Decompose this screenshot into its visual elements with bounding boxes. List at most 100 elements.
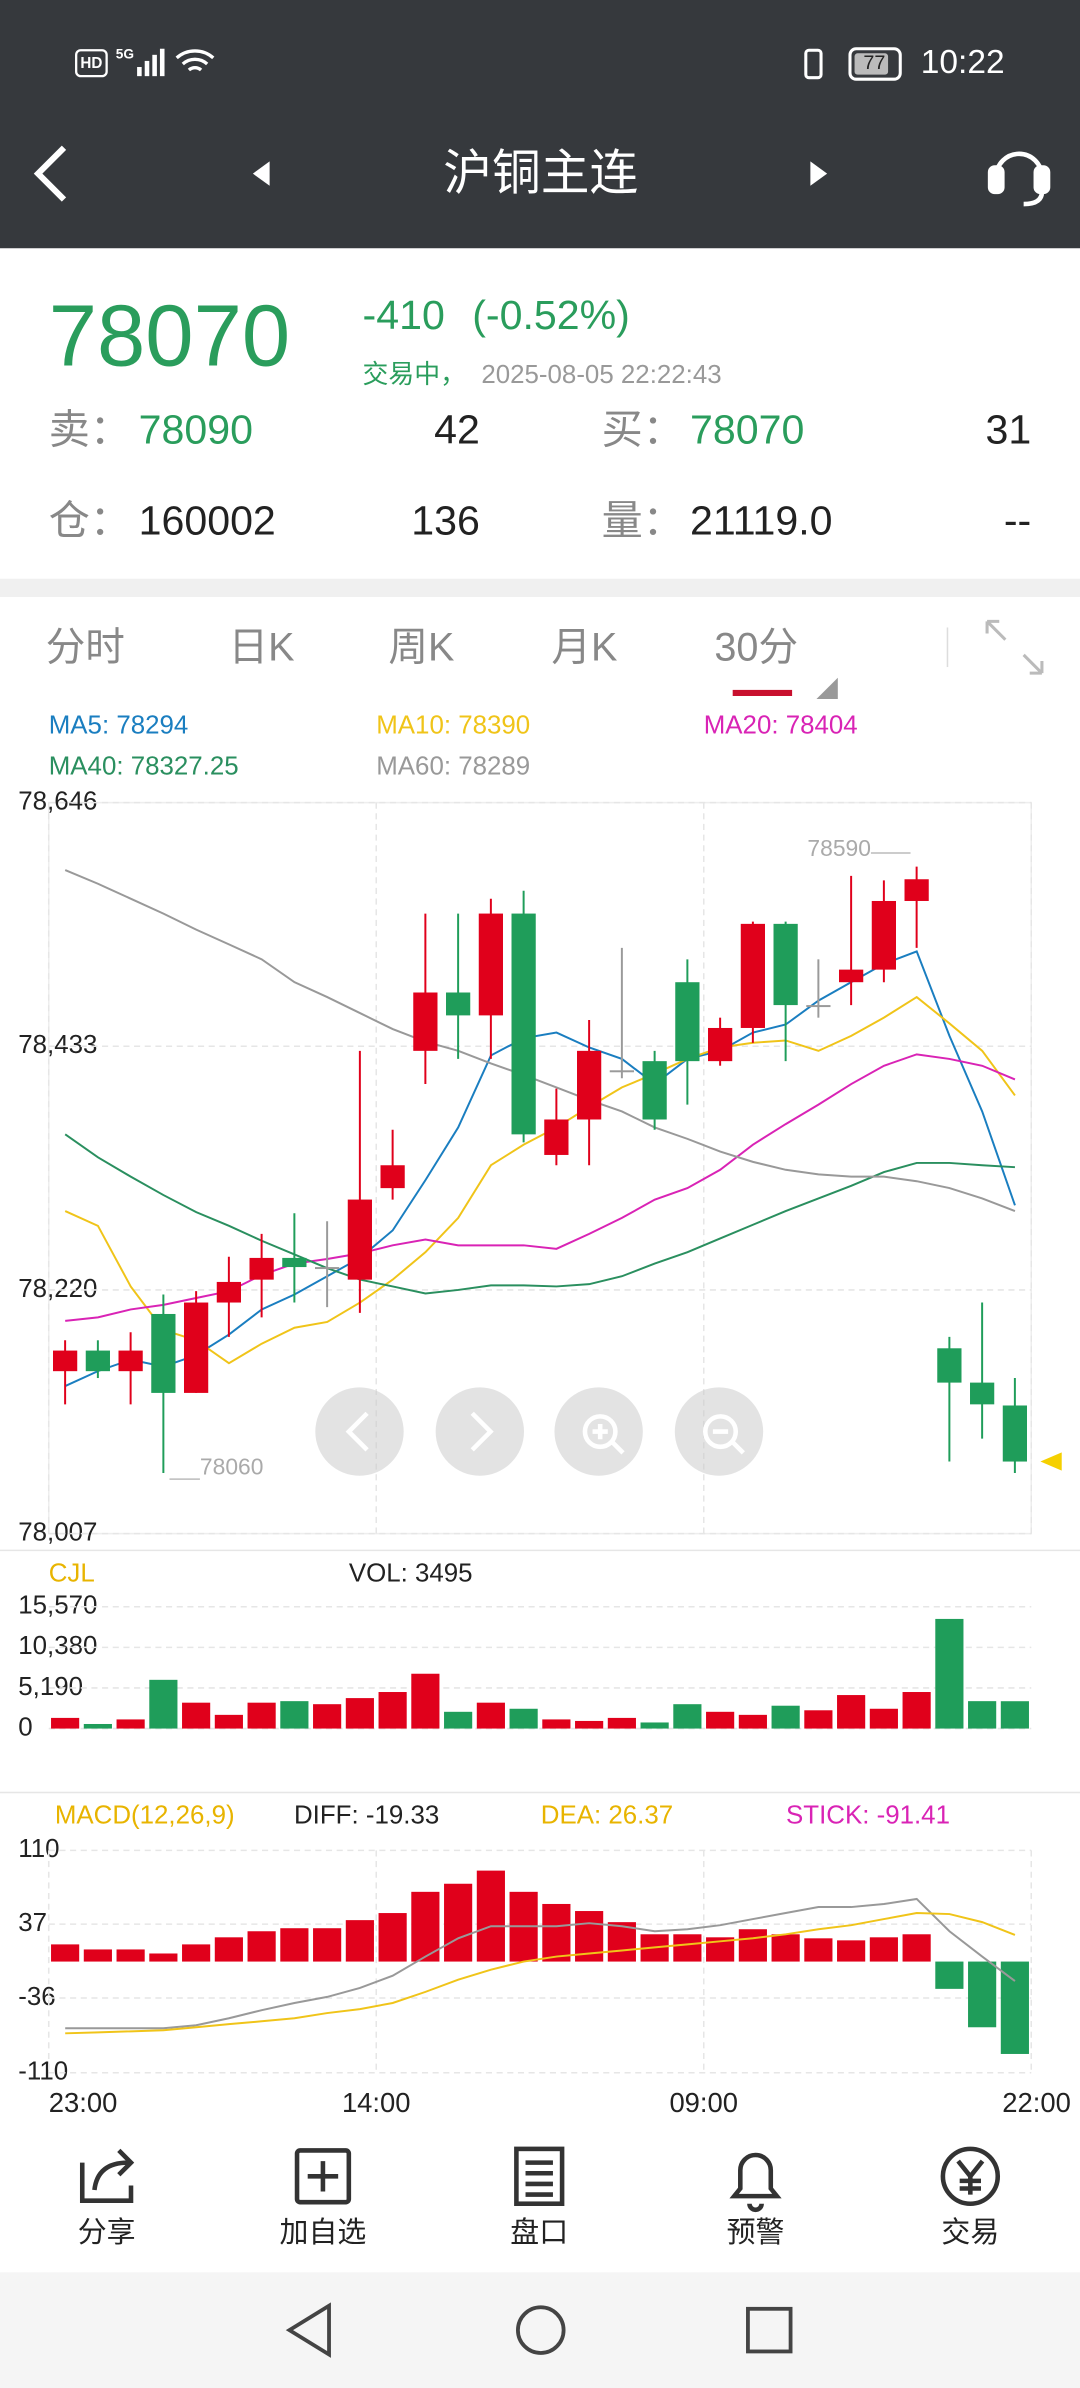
nav-home[interactable]	[516, 2305, 566, 2355]
y-tick-label: 78,220	[18, 1275, 97, 1303]
chart-nav-button[interactable]	[315, 1387, 404, 1476]
macd-bar	[280, 1928, 309, 1962]
candle-body	[478, 913, 503, 1016]
macd-legend: DEA: 26.37	[541, 1802, 673, 1830]
chart-nav-button[interactable]	[435, 1387, 525, 1476]
tab[interactable]: 周K	[388, 626, 454, 670]
quote-field: 31	[986, 406, 1032, 452]
volume-bar	[182, 1702, 211, 1729]
ma-legend: MA20: 78404	[704, 711, 858, 739]
candle-body	[413, 992, 438, 1051]
ma-line	[64, 1133, 1016, 1295]
candle-body	[740, 923, 765, 1028]
bell-icon	[729, 2152, 782, 2213]
next-contract[interactable]	[810, 161, 828, 186]
battery	[848, 47, 902, 81]
macd-bar	[444, 1883, 473, 1962]
candle-body	[642, 1061, 667, 1120]
hd: HD	[80, 55, 102, 72]
tab-dropdown[interactable]	[816, 677, 838, 700]
service-icon[interactable]	[987, 151, 1051, 207]
chart-nav-icon	[702, 1414, 739, 1450]
nav-back[interactable]	[285, 2302, 331, 2358]
candle-body	[708, 1027, 733, 1062]
fullscreen[interactable]	[985, 619, 1044, 675]
candle-body	[216, 1281, 241, 1303]
y-tick-label: 110	[18, 1835, 59, 1863]
toolbar-item[interactable]: 交易	[940, 2146, 1001, 2249]
network-type: 5G	[116, 46, 134, 61]
ma-line	[65, 1053, 1016, 1322]
macd-line	[65, 1897, 1016, 2030]
volume-bar	[968, 1701, 997, 1729]
volume-bar	[935, 1618, 964, 1729]
nav-recent[interactable]	[746, 2306, 793, 2354]
prev-contract[interactable]	[252, 161, 270, 186]
volume-bar	[444, 1711, 473, 1729]
candle-body	[904, 879, 929, 901]
macd-bar	[116, 1949, 145, 1962]
quote-field: 136	[411, 498, 480, 544]
candle-body	[151, 1313, 176, 1393]
volume-bar	[214, 1714, 243, 1729]
y-tick-label: 0	[18, 1713, 32, 1741]
chart-nav-icon	[345, 1411, 369, 1452]
back-button[interactable]	[33, 145, 67, 202]
chart-nav-icon	[712, 1429, 745, 1455]
book-icon	[525, 2160, 553, 2197]
candle-body	[1002, 1405, 1027, 1462]
volume-bar	[575, 1720, 604, 1729]
volume-bar	[247, 1702, 276, 1729]
change-pct: (-0.52%)	[472, 292, 630, 338]
toolbar-item[interactable]: 分享	[78, 2148, 136, 2249]
toolbar-label: 预警	[727, 2217, 785, 2249]
toolbar-item[interactable]: 盘口	[510, 2146, 568, 2249]
trade-status: 交易中，	[363, 360, 467, 389]
macd-bar	[968, 1961, 997, 2028]
macd-bar	[182, 1944, 211, 1962]
toolbar-item[interactable]: 预警	[727, 2152, 785, 2249]
volume-bar	[378, 1692, 407, 1729]
tab[interactable]: 30分	[714, 626, 798, 670]
volume-bar	[869, 1708, 898, 1729]
x-tick-label: 22:00	[1002, 2087, 1071, 2118]
last-price: 78070	[49, 288, 290, 385]
candle-body	[511, 913, 536, 1135]
volume-bar	[411, 1673, 440, 1729]
macd-bar	[607, 1922, 636, 1962]
y-tick-label: 78,007	[18, 1518, 97, 1546]
volume-bar	[706, 1711, 735, 1729]
macd-bar	[247, 1931, 276, 1962]
volume-bar	[149, 1679, 178, 1729]
add-icon	[307, 2161, 339, 2192]
macd-bar	[771, 1934, 800, 1962]
candle-body	[315, 1267, 340, 1270]
share-icon	[79, 2148, 135, 2203]
candle-body	[347, 1199, 372, 1280]
macd-bar	[378, 1913, 407, 1962]
macd-bar	[869, 1937, 898, 1962]
quote-field: 42	[434, 406, 480, 452]
y-tick-label: 78,646	[18, 787, 97, 815]
macd-bar	[149, 1953, 178, 1962]
volume-bar	[509, 1708, 538, 1729]
volume-bar	[345, 1698, 374, 1729]
toolbar-item[interactable]: 加自选	[280, 2148, 367, 2249]
macd-bar	[804, 1938, 833, 1962]
volume-bar	[313, 1704, 342, 1729]
volume-bar	[738, 1714, 767, 1729]
macd-bar	[738, 1929, 767, 1962]
candle-body	[282, 1257, 307, 1268]
ma-line	[64, 869, 1016, 1212]
nav-bar	[0, 2272, 1080, 2388]
wifi	[175, 49, 215, 72]
macd-bar	[51, 1944, 80, 1962]
y-tick-label: 10,380	[18, 1632, 97, 1660]
toolbar-label: 分享	[78, 2217, 136, 2249]
tab[interactable]: 分时	[46, 626, 125, 670]
tab[interactable]: 月K	[551, 626, 617, 670]
book-icon	[514, 2146, 565, 2207]
tab[interactable]: 日K	[228, 626, 294, 670]
volume-bar	[673, 1704, 702, 1729]
